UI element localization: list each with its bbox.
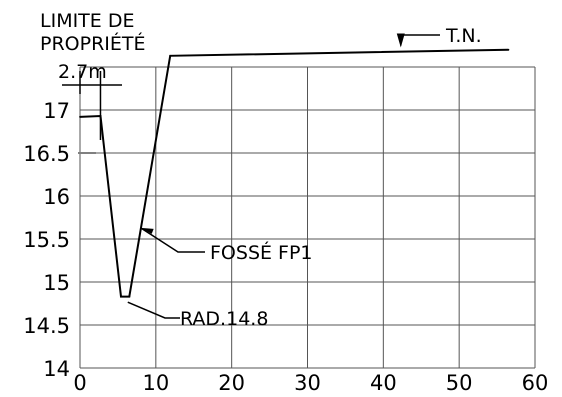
y-tick-label: 14.5 [23, 314, 70, 338]
limit-dimension: 2.7m [58, 61, 107, 83]
radier-leader [127, 301, 180, 319]
ditch-label: FOSSÉ FP1 [210, 241, 313, 264]
y-tick-label: 14 [43, 357, 70, 381]
tn-label: T.N. [445, 25, 482, 47]
radier-label: RAD.14.8 [180, 308, 268, 330]
x-tick-label: 10 [142, 371, 169, 395]
x-tick-label: 30 [294, 371, 321, 395]
limit-label-line2: PROPRIÉTÉ [40, 32, 146, 55]
profile-vertex [507, 48, 510, 51]
x-tick-label: 40 [370, 371, 397, 395]
ditch-arrow [140, 227, 154, 234]
y-tick-label: 17 [43, 99, 70, 123]
y-tick-label: 15.5 [23, 228, 70, 252]
tick-labels: 0 10 20 30 40 50 60 14 14.5 15 15.5 16 16.5 17 [23, 99, 548, 395]
profile-vertex [79, 115, 81, 118]
x-tick-label: 60 [522, 371, 549, 395]
profile-vertex [169, 54, 172, 57]
limit-label-line1: LIMITE DE [40, 10, 134, 32]
y-tick-label: 16.5 [23, 142, 70, 166]
grid [79, 66, 536, 369]
profile-vertex [128, 295, 131, 298]
x-tick-label: 0 [73, 371, 86, 395]
ditch-leader [140, 227, 205, 253]
y-tick-label: 16 [43, 185, 70, 209]
tn-leader [400, 34, 440, 46]
x-tick-label: 50 [446, 371, 473, 395]
x-tick-label: 20 [218, 371, 245, 395]
tn-arrow [396, 33, 405, 48]
y-tick-label: 15 [43, 271, 70, 295]
profile-vertex [120, 295, 122, 298]
profile-line [79, 48, 509, 298]
